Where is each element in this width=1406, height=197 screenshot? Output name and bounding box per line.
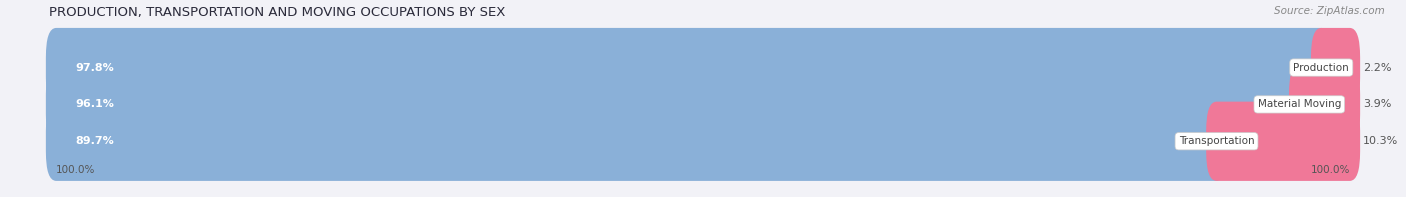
Text: 89.7%: 89.7% [76, 136, 114, 146]
Text: 100.0%: 100.0% [1310, 165, 1350, 175]
FancyBboxPatch shape [1289, 65, 1360, 144]
FancyBboxPatch shape [1310, 28, 1360, 107]
Text: 2.2%: 2.2% [1362, 63, 1391, 72]
Text: 100.0%: 100.0% [56, 165, 96, 175]
FancyBboxPatch shape [1206, 102, 1360, 181]
Text: Material Moving: Material Moving [1257, 99, 1341, 109]
Text: PRODUCTION, TRANSPORTATION AND MOVING OCCUPATIONS BY SEX: PRODUCTION, TRANSPORTATION AND MOVING OC… [49, 6, 506, 19]
FancyBboxPatch shape [46, 102, 1227, 181]
Text: 97.8%: 97.8% [76, 63, 114, 72]
Text: 10.3%: 10.3% [1362, 136, 1398, 146]
FancyBboxPatch shape [46, 102, 1360, 181]
Text: Source: ZipAtlas.com: Source: ZipAtlas.com [1274, 6, 1385, 16]
Text: Production: Production [1294, 63, 1350, 72]
FancyBboxPatch shape [46, 28, 1360, 107]
Text: 96.1%: 96.1% [76, 99, 114, 109]
FancyBboxPatch shape [46, 28, 1331, 107]
FancyBboxPatch shape [46, 65, 1360, 144]
Text: 3.9%: 3.9% [1362, 99, 1391, 109]
FancyBboxPatch shape [46, 65, 1309, 144]
Text: Transportation: Transportation [1178, 136, 1254, 146]
